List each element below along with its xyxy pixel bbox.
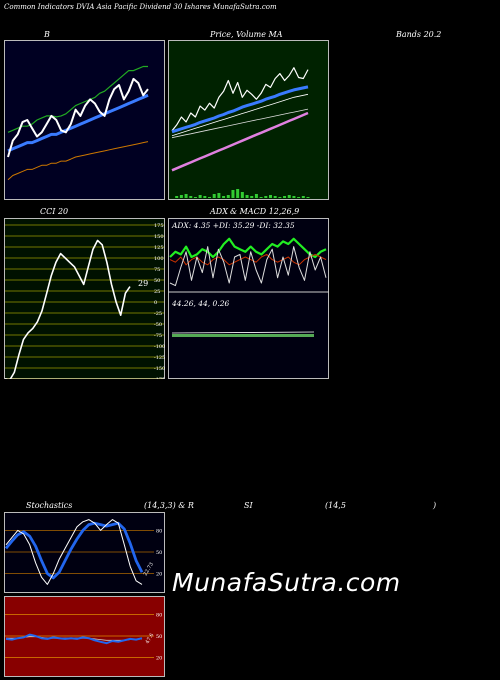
adx-panel: ADX: 4.35 +DI: 35.29 -DI: 32.35 44.26, 44… bbox=[168, 218, 329, 379]
series-ma_a bbox=[171, 85, 309, 134]
tick-label: 0 bbox=[154, 300, 157, 306]
panel-background bbox=[4, 40, 165, 200]
volume-bar bbox=[193, 197, 197, 198]
volume-bar bbox=[301, 196, 305, 198]
tick-label: 20 bbox=[156, 656, 162, 662]
volume-bar bbox=[278, 197, 282, 198]
panel-background bbox=[4, 512, 165, 593]
volume-bar bbox=[306, 197, 310, 198]
macd-line bbox=[171, 331, 315, 334]
tick-label: 25 bbox=[154, 289, 160, 295]
cci-panel: 175 150 125 100 75 50 25 0 -25 -50 -75 -100 -125 -150… bbox=[4, 218, 165, 379]
macd-histogram bbox=[172, 334, 314, 337]
adx-title: ADX bbox=[210, 207, 228, 216]
series-DI bbox=[169, 237, 327, 259]
series-ADX bbox=[169, 246, 327, 287]
volume-bar bbox=[198, 195, 202, 198]
volume-bar bbox=[254, 194, 258, 198]
volume-bar bbox=[217, 193, 221, 198]
series-stoch-slow bbox=[4, 521, 144, 580]
tick-label: -150 bbox=[154, 366, 165, 372]
volume-bar bbox=[208, 197, 212, 198]
price-title: Price, Volume MA bbox=[210, 30, 282, 39]
series-ma_b bbox=[171, 93, 309, 137]
volume-bar bbox=[175, 196, 179, 198]
series-cci bbox=[5, 239, 131, 379]
rsi-title: SI bbox=[244, 501, 253, 510]
panel-background bbox=[4, 218, 165, 379]
series-ma_c bbox=[171, 108, 309, 139]
cci-title: CCI 20 bbox=[40, 207, 69, 216]
rsi-params: (14,5 bbox=[325, 501, 346, 510]
volume-bar bbox=[264, 196, 268, 198]
volume-bar bbox=[203, 196, 207, 198]
volume-bar bbox=[268, 195, 272, 198]
price-label: Price, bbox=[210, 30, 234, 39]
tick-label: -25 bbox=[154, 311, 162, 317]
tick-label: 50 bbox=[156, 634, 162, 640]
watermark: MunafaSutra.com bbox=[172, 568, 401, 597]
tick-label: 80 bbox=[156, 528, 162, 534]
volume-bar bbox=[189, 196, 193, 198]
tick-label: 50 bbox=[154, 278, 160, 284]
tick-label: 175 bbox=[154, 223, 164, 229]
volume-bar bbox=[222, 196, 226, 198]
series-stoch-fast bbox=[5, 519, 143, 585]
bollinger-panel bbox=[4, 40, 165, 200]
rsi-current-label: 47.6 bbox=[145, 632, 156, 645]
tick-label: -100 bbox=[154, 344, 165, 350]
bands-title: Bands 20.2 bbox=[396, 30, 442, 39]
tick-label: -50 bbox=[154, 322, 162, 328]
volume-bar bbox=[240, 192, 244, 198]
bollinger-title: B bbox=[44, 30, 50, 39]
macd-values-label: 44.26, 44, 0.26 bbox=[171, 299, 229, 308]
tick-label: 75 bbox=[154, 267, 160, 273]
series-price bbox=[171, 67, 309, 132]
volume-bar bbox=[236, 189, 240, 198]
volume-bar bbox=[250, 196, 254, 198]
volume-bar bbox=[283, 196, 287, 198]
tick-label: 20 bbox=[156, 572, 162, 578]
tick-label: -175 bbox=[154, 377, 165, 379]
tick-label: 125 bbox=[154, 245, 164, 251]
tick-label: 100 bbox=[154, 256, 164, 262]
volume-bar bbox=[273, 196, 277, 198]
volume-bar bbox=[231, 190, 235, 198]
ma-label: MA bbox=[268, 30, 283, 39]
rsi-close: ) bbox=[433, 501, 437, 510]
volume-bar bbox=[179, 195, 183, 198]
series-price bbox=[7, 77, 149, 158]
series-DI bbox=[169, 253, 327, 266]
adx-values-label: ADX: 4.35 +DI: 35.29 -DI: 32.35 bbox=[171, 221, 295, 230]
volume-bar bbox=[212, 194, 216, 198]
tick-label: -125 bbox=[154, 355, 165, 361]
volume-bar bbox=[245, 195, 249, 198]
tick-label: -75 bbox=[154, 333, 162, 339]
volume-bar bbox=[184, 194, 188, 198]
volume-bar bbox=[287, 195, 291, 198]
stoch-title: Stochastics bbox=[26, 501, 73, 510]
price-panel bbox=[168, 40, 329, 200]
stoch-params: (14,3,3) & R bbox=[144, 501, 194, 510]
tick-label: 150 bbox=[154, 234, 164, 240]
volume-bar bbox=[297, 197, 301, 198]
series-middle bbox=[7, 93, 149, 153]
tick-label: 80 bbox=[156, 612, 162, 618]
series-ma_long bbox=[171, 111, 309, 172]
volume-bar bbox=[226, 195, 230, 198]
tick-label: 50 bbox=[156, 550, 162, 556]
volume-bar bbox=[259, 197, 263, 198]
series-lower bbox=[7, 141, 149, 181]
panel-background bbox=[168, 40, 329, 200]
cci-current-label: 29 bbox=[138, 279, 148, 288]
volume-label: Volume bbox=[236, 30, 266, 39]
page-header: Common Indicators DVIA Asia Pacific Divi… bbox=[4, 3, 277, 11]
rsi-panel: 80 50 20 47.6 bbox=[4, 596, 165, 677]
macd-title: & MACD 12,26,9 bbox=[230, 207, 300, 216]
series-upper bbox=[7, 65, 148, 133]
series-rsi bbox=[5, 633, 143, 645]
volume-bar bbox=[292, 196, 296, 198]
